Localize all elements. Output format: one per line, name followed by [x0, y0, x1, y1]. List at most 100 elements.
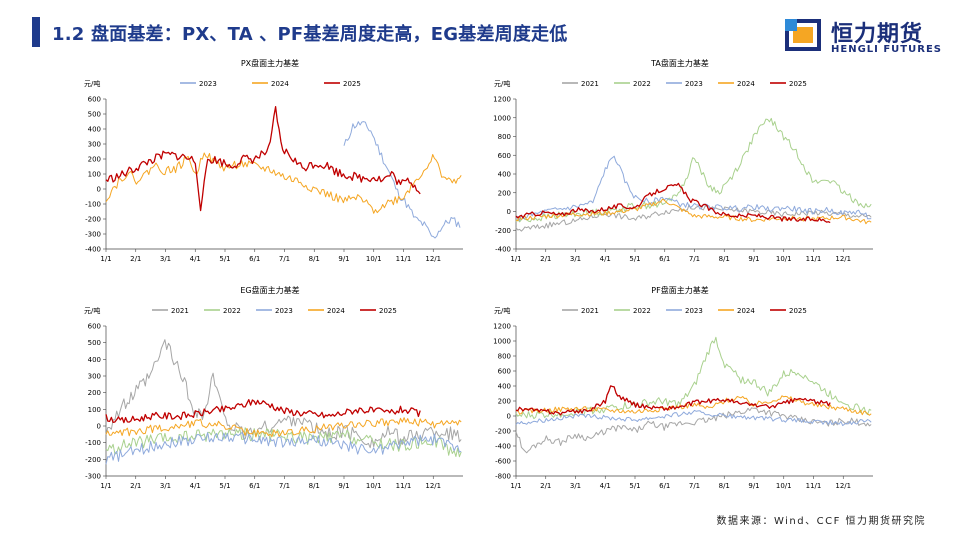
y-tick-label: -400 — [495, 246, 511, 254]
x-tick-label: 11/1 — [396, 255, 412, 263]
series-line-2024 — [515, 395, 872, 416]
y-tick-label: -100 — [85, 201, 101, 209]
chart-title: PF盘面主力基差 — [651, 285, 708, 295]
x-tick-label: 10/1 — [776, 482, 792, 490]
y-tick-label: 0 — [97, 423, 101, 431]
x-tick-label: 11/1 — [806, 482, 822, 490]
y-tick-label: -400 — [495, 443, 511, 451]
x-tick-label: 10/1 — [776, 255, 792, 263]
y-tick-label: 300 — [88, 141, 101, 149]
y-tick-label: 500 — [88, 339, 101, 347]
x-tick-label: 8/1 — [309, 482, 320, 490]
x-tick-label: 1/1 — [100, 255, 111, 263]
legend-label-2024: 2024 — [737, 307, 755, 315]
legend-label-2022: 2022 — [223, 307, 241, 315]
y-unit-label: 元/吨 — [84, 306, 100, 315]
x-tick-label: 4/1 — [190, 255, 201, 263]
series-line-2024 — [105, 152, 462, 214]
y-tick-label: -200 — [495, 227, 511, 235]
x-tick-label: 6/1 — [249, 255, 260, 263]
series-line-2023 — [515, 409, 872, 427]
series-line-2023 — [343, 121, 461, 239]
x-tick-label: 1/1 — [510, 482, 521, 490]
x-tick-label: 9/1 — [748, 482, 759, 490]
x-tick-label: 11/1 — [806, 255, 822, 263]
y-tick-label: 200 — [498, 189, 511, 197]
x-tick-label: 1/1 — [100, 482, 111, 490]
chart-title: PX盘面主力基差 — [241, 58, 299, 68]
series-line-2023 — [515, 155, 872, 222]
y-tick-label: -300 — [85, 231, 101, 239]
legend-label-2024: 2024 — [271, 80, 289, 88]
y-tick-label: 0 — [507, 208, 511, 216]
legend-label-2023: 2023 — [685, 80, 703, 88]
legend-label-2025: 2025 — [789, 80, 807, 88]
legend-label-2025: 2025 — [379, 307, 397, 315]
x-tick-label: 3/1 — [570, 482, 581, 490]
y-tick-label: -800 — [495, 473, 511, 481]
x-tick-label: 7/1 — [279, 482, 290, 490]
x-tick-label: 4/1 — [600, 255, 611, 263]
y-tick-label: -200 — [85, 456, 101, 464]
title-accent-bar — [32, 17, 40, 47]
legend-label-2024: 2024 — [737, 80, 755, 88]
x-tick-label: 4/1 — [600, 482, 611, 490]
legend-label-2021: 2021 — [171, 307, 189, 315]
series-line-2025 — [515, 182, 831, 224]
x-tick-label: 2/1 — [540, 255, 551, 263]
series-line-2023 — [105, 432, 462, 465]
y-tick-label: 300 — [88, 373, 101, 381]
legend-label-2021: 2021 — [581, 80, 599, 88]
y-tick-label: 800 — [498, 133, 511, 141]
x-tick-label: 12/1 — [835, 255, 851, 263]
series-line-2024 — [515, 198, 872, 225]
series-line-2022 — [515, 117, 872, 223]
legend-label-2025: 2025 — [343, 80, 361, 88]
y-tick-label: 400 — [498, 171, 511, 179]
logo-text-en: HENGLI FUTURES — [831, 44, 942, 55]
x-tick-label: 12/1 — [425, 255, 441, 263]
x-tick-label: 9/1 — [338, 482, 349, 490]
x-tick-label: 7/1 — [279, 255, 290, 263]
y-tick-label: 200 — [498, 398, 511, 406]
x-tick-label: 8/1 — [719, 482, 730, 490]
y-unit-label: 元/吨 — [84, 79, 100, 88]
y-tick-label: 400 — [88, 126, 101, 134]
y-tick-label: 200 — [88, 389, 101, 397]
legend-label-2025: 2025 — [789, 307, 807, 315]
y-tick-label: -400 — [85, 246, 101, 254]
x-tick-label: 5/1 — [219, 255, 230, 263]
series-line-2021 — [515, 407, 872, 454]
series-line-2021 — [105, 339, 462, 449]
x-tick-label: 1/1 — [510, 255, 521, 263]
y-tick-label: 100 — [88, 171, 101, 179]
x-tick-label: 6/1 — [659, 482, 670, 490]
x-tick-label: 5/1 — [629, 482, 640, 490]
legend-label-2022: 2022 — [633, 80, 651, 88]
x-tick-label: 8/1 — [309, 255, 320, 263]
chart-title: TA盘面主力基差 — [650, 58, 709, 68]
y-tick-label: 1200 — [493, 96, 511, 104]
y-unit-label: 元/吨 — [494, 306, 510, 315]
legend-label-2022: 2022 — [633, 307, 651, 315]
y-tick-label: 800 — [498, 353, 511, 361]
y-tick-label: 600 — [498, 152, 511, 160]
legend-label-2023: 2023 — [275, 307, 293, 315]
y-tick-label: -100 — [85, 439, 101, 447]
x-tick-label: 9/1 — [748, 255, 759, 263]
x-tick-label: 12/1 — [835, 482, 851, 490]
y-tick-label: 1200 — [493, 323, 511, 331]
logo-text-cn: 恒力期货 — [831, 22, 924, 47]
y-tick-label: 600 — [88, 96, 101, 104]
y-tick-label: 200 — [88, 156, 101, 164]
x-tick-label: 3/1 — [160, 255, 171, 263]
y-tick-label: 100 — [88, 406, 101, 414]
x-tick-label: 8/1 — [719, 255, 730, 263]
x-tick-label: 6/1 — [249, 482, 260, 490]
x-tick-label: 9/1 — [338, 255, 349, 263]
x-tick-label: 6/1 — [659, 255, 670, 263]
y-tick-label: -300 — [85, 473, 101, 481]
